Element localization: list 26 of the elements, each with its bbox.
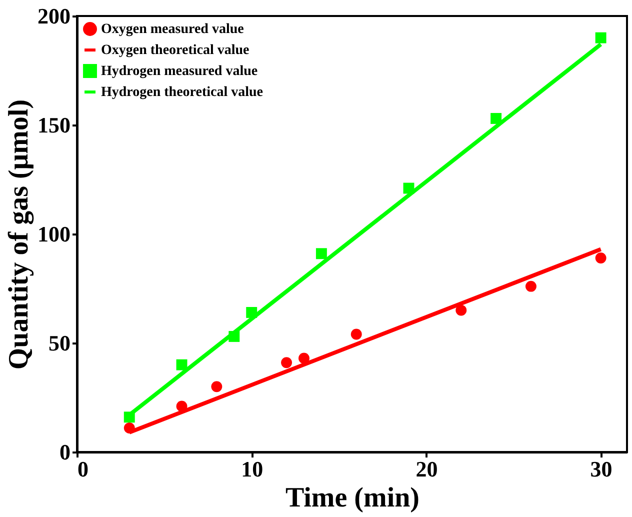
- x-tick-label: 30: [590, 456, 612, 482]
- x-tick-label: 20: [416, 456, 438, 482]
- point: [316, 248, 327, 260]
- point: [281, 357, 292, 368]
- point: [595, 32, 606, 44]
- legend-label: Oxygen theoretical value: [101, 43, 250, 58]
- y-axis-title: Quantity of gas (μmol): [4, 99, 34, 370]
- legend-label: Hydrogen measured value: [101, 64, 258, 79]
- point: [595, 252, 606, 264]
- point: [350, 328, 362, 340]
- point: [525, 280, 536, 292]
- point: [490, 112, 502, 124]
- legend-label: Hydrogen theoretical value: [101, 85, 264, 100]
- point: [211, 381, 222, 392]
- point: [176, 359, 188, 370]
- x-tick-label: 10: [241, 456, 264, 482]
- x-tick-label: 0: [78, 456, 88, 482]
- point: [298, 352, 310, 364]
- y-tick-label: 0: [60, 440, 70, 464]
- point: [456, 304, 467, 316]
- y-tick-label: 50: [48, 330, 70, 356]
- x-axis-title: Time (min): [285, 482, 420, 514]
- y-tick-label: 200: [38, 4, 70, 28]
- y-tick-label: 150: [38, 112, 70, 138]
- y-tick-label: 100: [38, 222, 70, 246]
- legend-label: Oxygen measured value: [101, 22, 244, 37]
